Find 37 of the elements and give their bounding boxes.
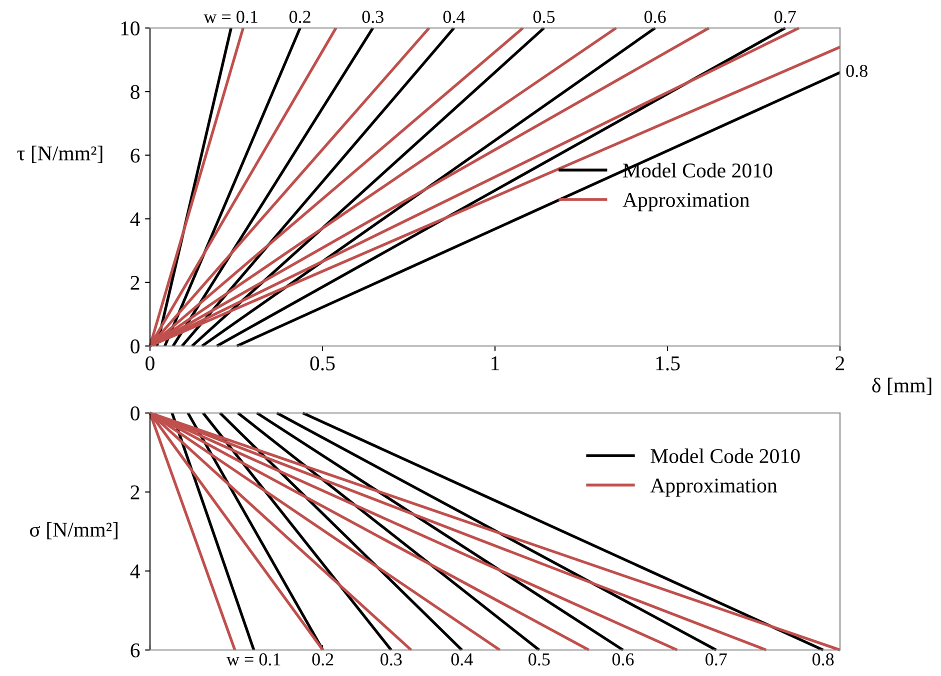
annotation: w = 0.1 bbox=[226, 653, 280, 666]
annotation: 0.4 bbox=[451, 653, 473, 666]
x-tick-label: 0 bbox=[146, 356, 154, 370]
x-tick-label: 1.5 bbox=[656, 356, 680, 370]
y-tick-label: 2 bbox=[130, 485, 140, 500]
annotation: 0.3 bbox=[380, 653, 402, 666]
x-axis-title: δ [mm] bbox=[872, 378, 932, 396]
y-axis-title: σ [N/mm²] bbox=[30, 522, 118, 540]
y-tick-label: 4 bbox=[130, 564, 140, 578]
annotation: 0.2 bbox=[289, 10, 310, 24]
y-tick-label: 0 bbox=[130, 406, 140, 420]
y-tick-label: 6 bbox=[130, 148, 140, 163]
annotation: 0.6 bbox=[612, 653, 634, 666]
annotation: 0.8 bbox=[846, 64, 868, 78]
x-tick-label: 0.5 bbox=[310, 356, 335, 370]
y-tick-label: 2 bbox=[130, 276, 140, 290]
y-tick-label: 10 bbox=[121, 21, 140, 36]
y-axis-title: τ [N/mm²] bbox=[17, 146, 102, 163]
legend-label: Approximation bbox=[622, 192, 750, 212]
legend-label: Model Code 2010 bbox=[650, 448, 800, 464]
annotation: w = 0.1 bbox=[204, 10, 258, 24]
x-tick-label: 2 bbox=[836, 356, 844, 370]
annotation: 0.3 bbox=[362, 10, 384, 24]
annotation: 0.5 bbox=[533, 10, 555, 24]
annotation: 0.7 bbox=[706, 653, 727, 666]
annotation: 0.8 bbox=[812, 653, 834, 666]
annotation: 0.5 bbox=[528, 653, 550, 666]
legend-label: Approximation bbox=[650, 478, 778, 497]
annotation: 0.4 bbox=[443, 10, 465, 24]
annotation: 0.6 bbox=[644, 10, 666, 24]
annotation: 0.2 bbox=[312, 653, 334, 666]
annotation: 0.7 bbox=[774, 10, 796, 24]
y-tick-label: 4 bbox=[130, 212, 140, 226]
y-tick-label: 6 bbox=[130, 643, 140, 658]
y-tick-label: 8 bbox=[130, 84, 140, 100]
x-tick-label: 1 bbox=[492, 356, 499, 370]
y-tick-label: 0 bbox=[130, 339, 140, 354]
